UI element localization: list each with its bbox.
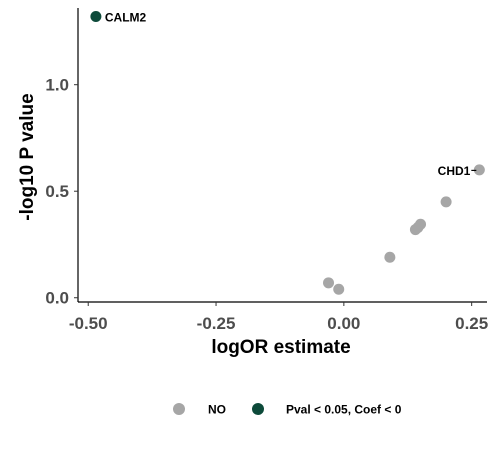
point-label: CHD1 xyxy=(438,164,471,178)
legend-key xyxy=(173,403,185,415)
y-axis: 0.0 0.5 1.0 xyxy=(45,8,79,308)
data-point xyxy=(323,277,335,289)
y-axis-title: -log10 P value xyxy=(17,93,38,220)
data-point xyxy=(384,251,396,263)
legend: NO Pval < 0.05, Coef < 0 xyxy=(173,403,402,417)
legend-key xyxy=(252,403,264,415)
x-tick-label: 0.00 xyxy=(327,314,360,333)
y-tick-label: 0.5 xyxy=(45,182,69,201)
data-point xyxy=(415,218,427,230)
y-tick-label: 1.0 xyxy=(45,76,69,95)
x-tick-label: -0.50 xyxy=(69,314,108,333)
x-tick-label: 0.25 xyxy=(455,314,488,333)
data-point xyxy=(473,164,485,176)
plot-area: CHD1 CALM2 xyxy=(90,11,485,295)
data-point xyxy=(333,283,345,295)
legend-label: NO xyxy=(208,403,226,417)
x-axis-title: logOR estimate xyxy=(211,337,350,358)
data-point xyxy=(90,11,102,23)
y-tick-label: 0.0 xyxy=(45,289,69,308)
legend-label: Pval < 0.05, Coef < 0 xyxy=(286,403,402,417)
x-axis: -0.50 -0.25 0.00 0.25 xyxy=(69,301,488,333)
data-point xyxy=(440,196,452,208)
point-label: CALM2 xyxy=(105,11,147,25)
x-tick-label: -0.25 xyxy=(197,314,236,333)
